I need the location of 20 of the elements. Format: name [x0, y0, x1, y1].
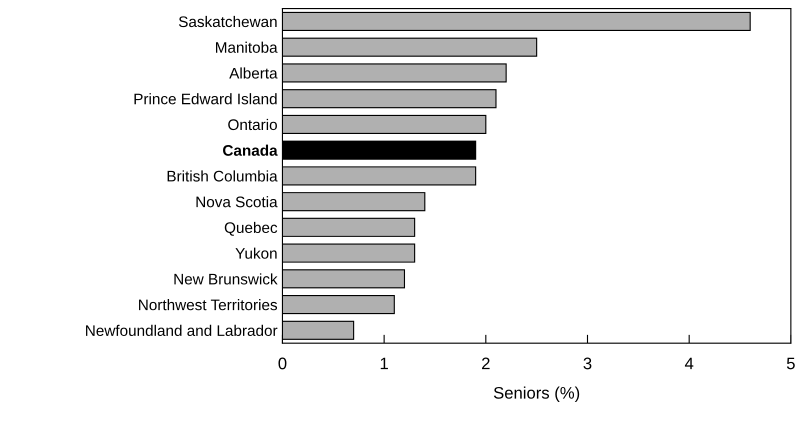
x-tick-label: 0 — [278, 358, 286, 370]
x-tick-label: 5 — [786, 358, 795, 370]
y-tick-label: Prince Edward Island — [134, 93, 277, 104]
y-tick-label: Quebec — [224, 222, 278, 236]
x-tick-label: 3 — [583, 358, 592, 370]
y-tick-label: New Brunswick — [174, 273, 278, 285]
y-tick-label: British Columbia — [168, 170, 278, 182]
y-tick-label: Northwest Territories — [139, 299, 278, 310]
y-tick-label: Saskatchewan — [178, 16, 277, 28]
y-tick-label: Yukon — [235, 248, 277, 259]
x-tick-label: 1 — [380, 358, 388, 370]
y-tick-label: Ontario — [228, 118, 277, 130]
y-tick-label: Nova Scotia — [196, 196, 278, 208]
x-tick-label: 2 — [482, 358, 490, 370]
x-tick-label: 4 — [684, 358, 694, 370]
y-tick-label: Newfoundland and Labrador — [86, 324, 278, 336]
x-axis-title: Seniors (%) — [494, 386, 580, 402]
y-tick-label: Alberta — [229, 67, 278, 79]
y-tick-label: Canada — [223, 144, 278, 156]
y-tick-label: Manitoba — [216, 42, 278, 53]
